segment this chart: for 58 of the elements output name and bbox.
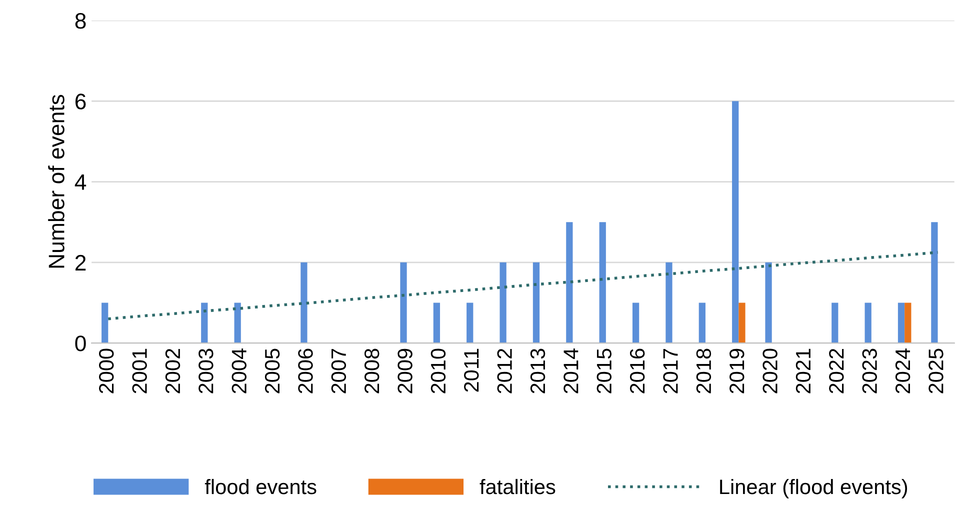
bar bbox=[864, 302, 872, 344]
bar bbox=[400, 262, 407, 344]
bar bbox=[466, 302, 474, 344]
legend-label: flood events bbox=[204, 478, 316, 494]
bar bbox=[666, 262, 672, 344]
x-tick-label: 2016 bbox=[630, 348, 645, 394]
x-tick-label: 2012 bbox=[497, 348, 512, 394]
x-tick-label: 2022 bbox=[829, 348, 844, 394]
x-tick-label: 2020 bbox=[762, 348, 778, 394]
y-tick-label: 6 bbox=[75, 94, 86, 110]
x-tick-label: 2010 bbox=[430, 348, 446, 394]
bar bbox=[532, 262, 540, 344]
x-tick-label: 2024 bbox=[895, 348, 910, 394]
x-tick-label: 2015 bbox=[596, 348, 612, 394]
x-tick-label: 2017 bbox=[663, 348, 678, 394]
legend-label: fatalities bbox=[480, 478, 556, 494]
x-tick-label: 2021 bbox=[796, 348, 811, 394]
line-series bbox=[106, 250, 940, 320]
x-tick-label: 2002 bbox=[165, 348, 180, 394]
x-tick-label: 2019 bbox=[730, 348, 744, 394]
bar bbox=[898, 302, 905, 344]
x-tick-label: 2000 bbox=[99, 348, 114, 394]
x-tick-label: 2014 bbox=[564, 348, 578, 394]
x-tick-label: 2009 bbox=[398, 348, 412, 394]
bar bbox=[566, 222, 573, 344]
bar bbox=[931, 222, 938, 344]
y-tick-label: 0 bbox=[75, 336, 86, 352]
bar bbox=[832, 302, 838, 344]
x-tick-label: 2008 bbox=[364, 348, 380, 394]
y-tick-label: 8 bbox=[75, 13, 86, 29]
bar bbox=[904, 302, 912, 344]
bar bbox=[300, 262, 308, 344]
bar bbox=[201, 302, 208, 344]
bar bbox=[433, 302, 440, 344]
x-tick-label: 2004 bbox=[232, 348, 246, 394]
bar bbox=[632, 302, 640, 344]
x-tick-label: 2011 bbox=[464, 348, 479, 392]
bar bbox=[738, 302, 746, 344]
bar bbox=[599, 222, 606, 344]
bar bbox=[732, 101, 739, 344]
x-tick-label: 2005 bbox=[264, 348, 280, 394]
bar bbox=[698, 302, 706, 344]
legend-label: Linear (flood events) bbox=[720, 478, 908, 498]
x-tick-label: 2018 bbox=[696, 348, 712, 394]
y-axis-title: Number of events bbox=[48, 94, 64, 268]
x-tick-label: 2023 bbox=[862, 348, 877, 394]
x-tick-label: 2025 bbox=[928, 348, 944, 394]
y-tick-label: 4 bbox=[74, 174, 86, 190]
x-tick-label: 2001 bbox=[132, 348, 147, 394]
bar bbox=[500, 262, 506, 344]
bar bbox=[765, 262, 772, 344]
bar bbox=[234, 302, 241, 344]
x-tick-label: 2006 bbox=[298, 348, 313, 394]
x-tick-label: 2003 bbox=[198, 348, 214, 394]
y-tick-label: 2 bbox=[75, 254, 86, 270]
x-tick-label: 2013 bbox=[530, 348, 546, 394]
x-tick-label: 2007 bbox=[331, 348, 346, 394]
bar bbox=[102, 302, 108, 344]
